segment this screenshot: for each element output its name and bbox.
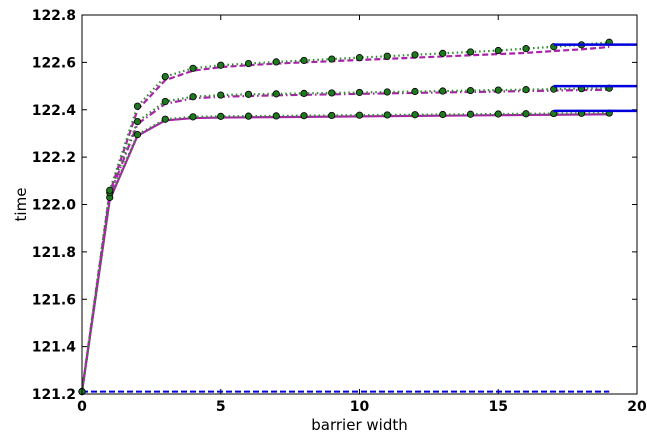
y-tick-label: 121.4 [32,340,77,356]
data-point [300,112,308,120]
y-tick-label: 122.4 [32,103,77,119]
markers-group [78,38,613,396]
data-point [466,110,475,118]
data-point [189,64,197,72]
data-point [494,46,502,55]
data-point [355,54,364,62]
data-point [439,110,447,119]
data-point [217,91,225,99]
series-line-low-dotted [80,111,610,392]
series-line-low-solid [80,113,610,392]
data-point [466,86,475,95]
data-point [494,86,502,94]
data-point [272,58,280,66]
data-point [522,110,530,118]
data-point [244,90,253,98]
y-tick-label: 121.2 [32,387,76,403]
data-point [328,111,336,120]
data-point [106,186,114,194]
plot-area-frame [81,14,638,395]
data-point [300,56,308,65]
data-point [300,89,308,98]
data-point [439,87,447,95]
data-point [272,112,280,120]
reference-lines-group [553,43,637,113]
y-tick-label: 121.8 [32,245,76,261]
data-point [522,45,530,53]
x-tick-label: 20 [627,399,647,415]
x-tick-label: 15 [489,399,508,415]
data-point [133,102,142,110]
data-point [355,111,364,119]
data-point [189,113,197,121]
series-line-high-dotted [80,41,610,392]
data-point [439,49,447,57]
y-tick-label: 122.6 [32,55,76,71]
data-point [522,86,530,94]
data-point [328,55,336,63]
data-point [494,110,502,118]
data-point [328,89,336,97]
data-point [411,87,419,96]
y-tick-label: 121.6 [32,292,76,308]
x-tick-label: 5 [216,399,226,415]
series-group [80,41,610,393]
data-point [217,61,225,69]
data-point [244,112,253,120]
data-point [189,93,197,101]
data-point [383,52,391,60]
data-point [383,88,391,96]
data-point [244,59,253,68]
data-point [383,111,391,119]
data-point [466,48,475,56]
y-tick-label: 122.0 [32,198,77,214]
y-axis-label: time [12,188,30,222]
tick-labels: 0 5 10 15 20 121.2 121.4 121.6 121.8 122.0 122.2 12… [32,8,647,415]
data-point [411,111,419,119]
data-point [161,97,169,106]
data-point [217,112,225,120]
axis-ticks [81,14,638,395]
data-point [133,131,142,139]
series-line-mid-dashdot [80,88,610,392]
data-point [411,51,419,59]
data-point [355,88,364,97]
y-tick-label: 122.8 [32,8,76,24]
series-line-high-dashed [80,45,610,392]
data-point [272,90,280,98]
data-point [161,72,169,81]
data-point [161,115,169,123]
x-axis-label: barrier width [311,416,407,434]
y-tick-label: 122.2 [32,150,76,166]
series-line-mid-dotted [80,87,610,392]
data-point [133,117,142,126]
x-tick-label: 10 [350,399,370,415]
x-tick-label: 0 [77,399,87,415]
